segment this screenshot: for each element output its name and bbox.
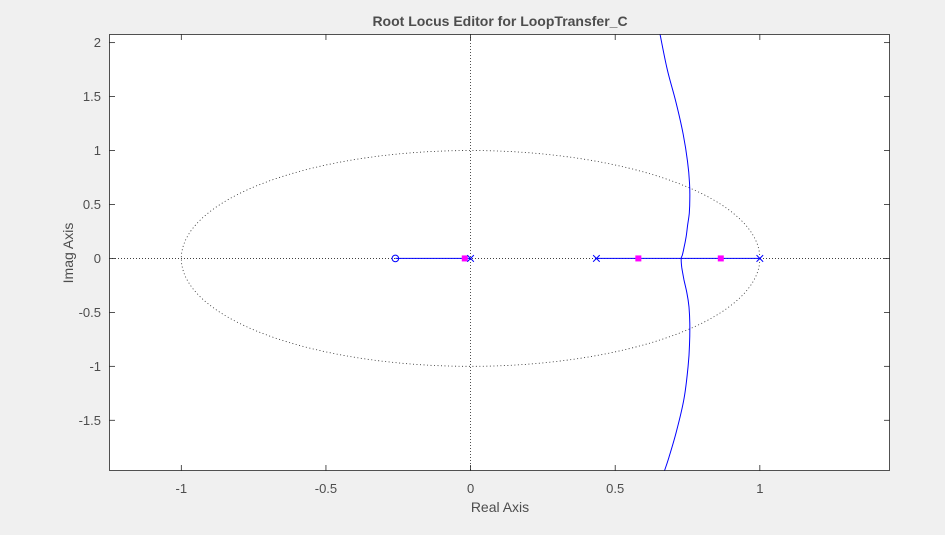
open-loop-pole[interactable]	[592, 254, 601, 263]
open-loop-pole[interactable]	[756, 254, 764, 263]
open-loop-zero[interactable]	[391, 254, 400, 263]
y-tick-label: 2	[94, 35, 101, 50]
x-tick-label: -1	[176, 481, 188, 496]
plot-area[interactable]	[109, 34, 890, 471]
y-tick-label: -1.5	[79, 413, 101, 428]
closed-loop-pole[interactable]	[461, 255, 468, 262]
x-tick-label: 1	[756, 481, 763, 496]
locus-branch[interactable]	[659, 34, 691, 471]
open-loop-pole[interactable]	[466, 254, 475, 263]
x-tick-label: -0.5	[315, 481, 337, 496]
y-tick-label: -0.5	[79, 305, 101, 320]
closed-loop-pole[interactable]	[635, 255, 642, 262]
x-tick-label: 0.5	[606, 481, 624, 496]
y-tick-label: 0	[94, 251, 101, 266]
y-tick-label: 1	[94, 143, 101, 158]
chart-title: Root Locus Editor for LoopTransfer_C	[372, 13, 627, 29]
x-axis-label: Real Axis	[471, 499, 529, 515]
x-tick-label: 0	[467, 481, 474, 496]
y-tick-label: -1	[89, 359, 101, 374]
y-tick-label: 1.5	[83, 89, 101, 104]
y-tick-label: 0.5	[83, 197, 101, 212]
y-axis-label: Imag Axis	[60, 223, 76, 284]
plot-frame	[109, 34, 890, 471]
closed-loop-pole[interactable]	[717, 255, 724, 262]
